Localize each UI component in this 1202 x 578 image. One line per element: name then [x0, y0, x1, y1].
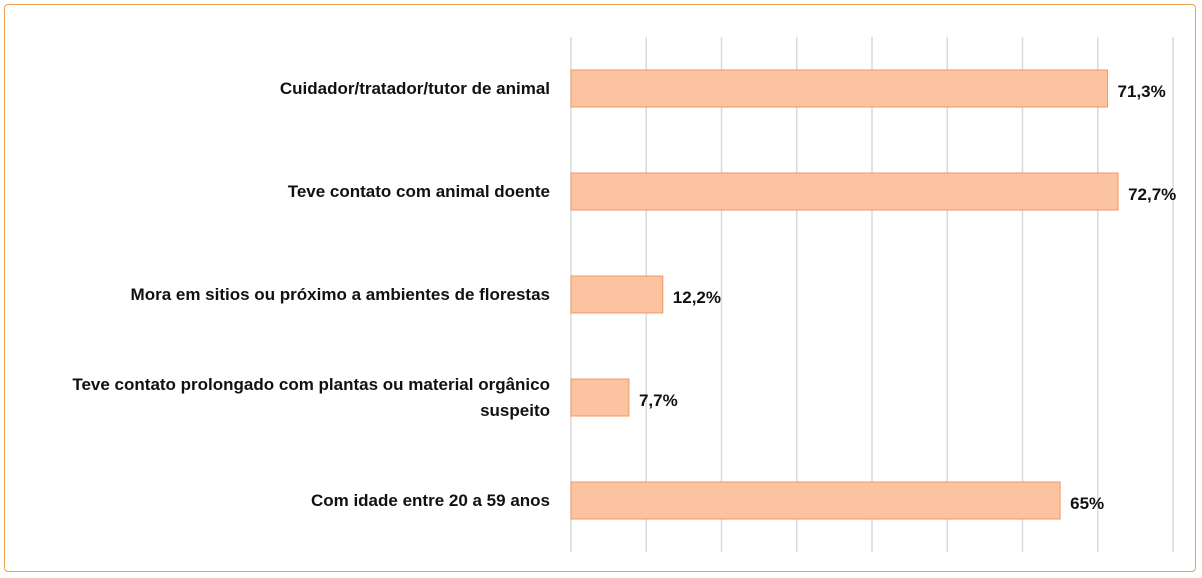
bar [570, 172, 1119, 211]
category-label: Teve contato com animal doente [287, 181, 550, 201]
category-label: Teve contato prolongado com plantas ou m… [72, 374, 550, 420]
category-label: Mora em sitios ou próximo a ambientes de… [130, 284, 550, 304]
bar [570, 69, 1109, 108]
bar [570, 378, 630, 417]
bar [570, 275, 664, 314]
value-label: 12,2% [673, 288, 721, 307]
chart-frame [4, 4, 1196, 572]
category-label: Com idade entre 20 a 59 anos [310, 490, 550, 510]
bar [570, 481, 1061, 520]
value-label: 7,7% [639, 391, 678, 410]
value-label: 65% [1070, 494, 1104, 513]
value-label: 72,7% [1128, 185, 1176, 204]
value-label: 71,3% [1118, 82, 1166, 101]
category-label: Cuidador/tratador/tutor de animal [279, 78, 550, 98]
